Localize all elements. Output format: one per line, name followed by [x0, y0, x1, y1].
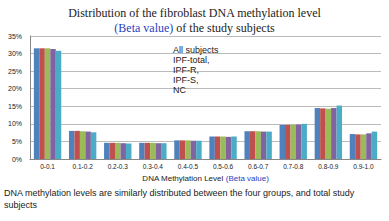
- svg-text:0%: 0%: [12, 156, 22, 163]
- svg-text:0-0.1: 0-0.1: [40, 163, 55, 170]
- svg-text:0.9-1.0: 0.9-1.0: [353, 163, 374, 170]
- svg-text:0.1-0.2: 0.1-0.2: [73, 163, 94, 170]
- svg-text:0.2-0.3: 0.2-0.3: [108, 163, 129, 170]
- svg-text:10%: 10%: [8, 120, 22, 127]
- svg-text:All subjects: All subjects: [173, 45, 219, 55]
- svg-text:30%: 30%: [8, 50, 22, 57]
- svg-text:0.8-0.9: 0.8-0.9: [318, 163, 339, 170]
- svg-text:25%: 25%: [8, 68, 22, 75]
- svg-text:IPF-total,: IPF-total,: [173, 55, 210, 65]
- svg-text:35%: 35%: [8, 33, 22, 40]
- svg-text:NC: NC: [173, 85, 186, 95]
- svg-text:15%: 15%: [8, 103, 22, 110]
- svg-text:0.3-0.4: 0.3-0.4: [143, 163, 164, 170]
- svg-text:20%: 20%: [8, 85, 22, 92]
- svg-text:(Beta value): (Beta value): [226, 174, 269, 183]
- svg-text:5%: 5%: [12, 138, 22, 145]
- svg-text:(Beta value): (Beta value): [114, 21, 173, 35]
- svg-text:0.6-0.7: 0.6-0.7: [248, 163, 269, 170]
- svg-text:of the study subjects: of the study subjects: [173, 21, 275, 35]
- svg-text:IPF-R,: IPF-R,: [173, 65, 199, 75]
- svg-text:DNA Methylation Level: DNA Methylation Level: [142, 174, 225, 183]
- svg-text:0.4-0.5: 0.4-0.5: [178, 163, 199, 170]
- svg-text:IPF-S,: IPF-S,: [173, 75, 199, 85]
- svg-text:Distribution of the fibroblast: Distribution of the fibroblast DNA methy…: [68, 6, 321, 20]
- svg-text:DNA methylation levels are sim: DNA methylation levels are similarly dis…: [4, 188, 357, 198]
- svg-text:0.7-0.8: 0.7-0.8: [283, 163, 304, 170]
- svg-text:subjects: subjects: [4, 200, 38, 210]
- svg-text:0.5-0.6: 0.5-0.6: [213, 163, 234, 170]
